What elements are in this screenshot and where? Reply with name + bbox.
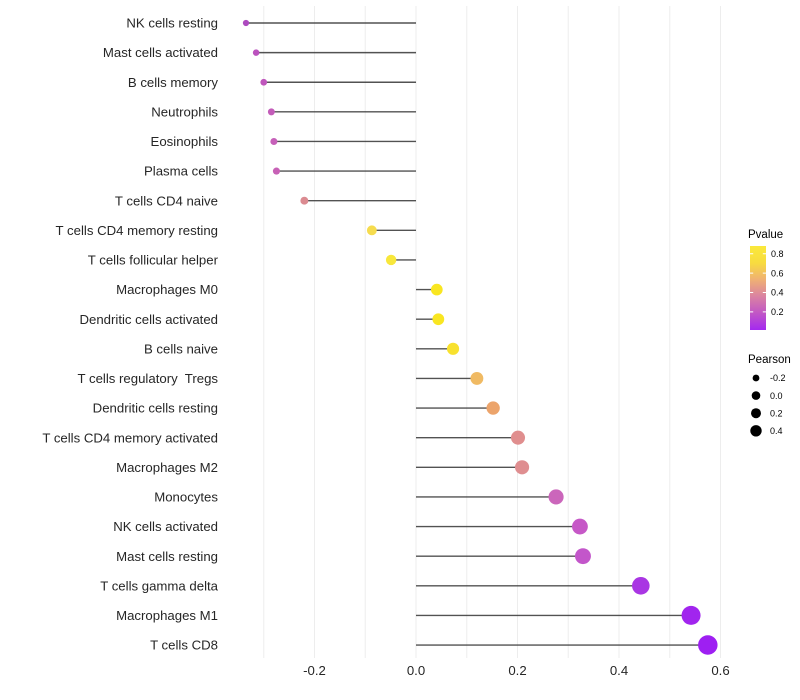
pearson-size-keys: -0.2 0.0 0.2 0.4 <box>750 373 786 437</box>
y-axis-label: T cells regulatory Tregs <box>78 371 219 386</box>
lollipop-dot <box>242 19 250 27</box>
x-axis-tick-label: 0.6 <box>711 663 729 678</box>
lollipop-dot <box>698 635 718 655</box>
pearson-size-key-label: -0.2 <box>770 373 786 383</box>
lollipop-dot <box>270 137 278 145</box>
y-axis-label: Mast cells resting <box>116 549 218 564</box>
pearson-legend-title: Pearson <box>748 354 791 366</box>
lollipop-dot <box>432 313 445 326</box>
y-axis-label: Dendritic cells activated <box>79 312 218 327</box>
lollipop-dot <box>385 254 397 266</box>
lollipop-dot <box>252 49 260 56</box>
lollipop-dot <box>548 489 564 505</box>
pearson-size-key-dot <box>752 374 760 382</box>
lollipop-dot <box>366 225 377 236</box>
y-axis-label: Macrophages M0 <box>116 282 218 297</box>
y-axis-labels: NK cells resting Mast cells activated B ce… <box>42 16 218 653</box>
y-axis-label: Eosinophils <box>151 134 219 149</box>
x-axis-labels: -0.2 0.0 0.2 0.4 0.6 <box>303 663 730 678</box>
lollipop-dot <box>510 430 526 445</box>
pearson-size-key-label: 0.4 <box>770 426 783 436</box>
pearson-size-key-dot <box>751 408 761 419</box>
x-axis-tick-label: 0.4 <box>610 663 628 678</box>
y-axis-label: NK cells activated <box>113 519 218 534</box>
y-axis-label: T cells gamma delta <box>100 578 218 593</box>
pearson-size-key-label: 0.0 <box>770 391 783 401</box>
y-axis-label: Plasma cells <box>144 164 218 179</box>
y-axis-label: Neutrophils <box>151 104 218 119</box>
pvalue-colorbar-ticks: 0.8 0.6 0.4 0.2 <box>750 249 784 317</box>
y-axis-label: Mast cells activated <box>103 45 218 60</box>
pvalue-colorbar <box>750 246 766 330</box>
lollipop-dot <box>632 576 650 595</box>
lollipop-dot <box>470 372 484 385</box>
lollipop-dot <box>681 605 701 625</box>
colorbar-tick-label: 0.6 <box>771 268 784 278</box>
legend: Pvalue 0.80.60.40.2 Pearson -0.20.00.20.… <box>748 229 791 437</box>
lollipop-dot <box>446 342 460 355</box>
y-axis-label: NK cells resting <box>126 16 218 31</box>
lollipop-dot <box>267 108 275 116</box>
y-axis-label: T cells CD4 memory resting <box>56 223 218 238</box>
y-axis-label: Macrophages M1 <box>116 608 218 623</box>
y-axis-label: T cells CD4 naive <box>115 193 218 208</box>
pearson-size-key-label: 0.2 <box>770 408 783 418</box>
lollipop-dots <box>242 19 718 655</box>
gridlines <box>263 6 721 658</box>
lollipop-dot <box>572 518 588 535</box>
lollipop-dot <box>575 548 591 565</box>
lollipop-stems <box>245 22 708 646</box>
pearson-size-key-dot <box>750 425 762 437</box>
x-axis-tick-label: 0.2 <box>508 663 526 678</box>
y-axis-label: B cells memory <box>128 75 219 90</box>
colorbar-tick-label: 0.8 <box>771 249 784 259</box>
y-axis-label: B cells naive <box>144 341 218 356</box>
colorbar-tick-label: 0.2 <box>771 307 784 317</box>
x-axis-tick-label: 0.0 <box>407 663 425 678</box>
lollipop-dot <box>260 78 268 86</box>
lollipop-dot <box>300 196 309 205</box>
x-axis-tick-label: -0.2 <box>303 663 326 678</box>
lollipop-dot <box>486 401 500 415</box>
pearson-size-key-dot <box>751 391 761 400</box>
lollipop-dot <box>430 283 443 296</box>
y-axis-label: Macrophages M2 <box>116 460 218 475</box>
y-axis-label: T cells CD8 <box>150 638 218 653</box>
lollipop-dot <box>514 460 530 475</box>
y-axis-label: Dendritic cells resting <box>93 401 218 416</box>
y-axis-label: T cells CD4 memory activated <box>42 430 218 445</box>
lollipop-dot <box>272 167 280 175</box>
colorbar-tick-label: 0.4 <box>771 288 784 298</box>
y-axis-label: T cells follicular helper <box>88 253 219 268</box>
y-axis-label: Monocytes <box>154 490 218 505</box>
pvalue-legend-title: Pvalue <box>748 229 783 241</box>
